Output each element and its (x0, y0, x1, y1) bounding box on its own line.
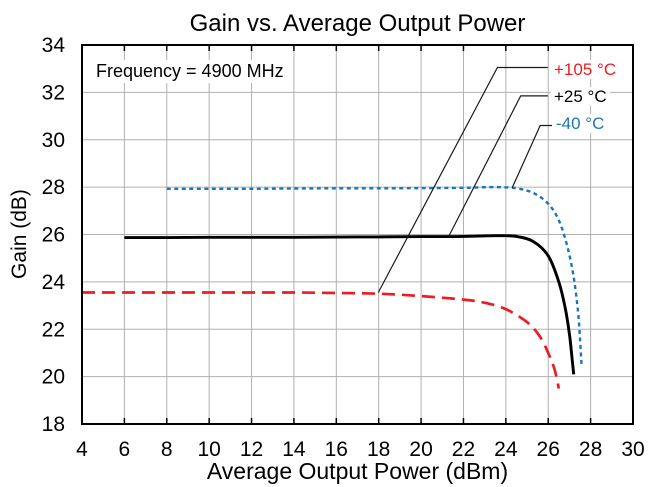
series-line-40C (166, 185, 583, 365)
svg-text:26: 26 (42, 224, 65, 247)
svg-text:34: 34 (42, 34, 66, 57)
svg-text:4: 4 (76, 438, 88, 461)
legend-callout-lines (377, 66, 552, 293)
frequency-annotation: Frequency = 4900 MHz (93, 60, 287, 83)
svg-text:12: 12 (240, 438, 263, 461)
y-tick-labels: 18 20 22 24 26 28 30 32 34 (42, 34, 66, 436)
svg-text:20: 20 (42, 366, 65, 389)
svg-text:6: 6 (119, 438, 131, 461)
svg-text:20: 20 (409, 438, 432, 461)
svg-text:24: 24 (494, 438, 518, 461)
svg-text:22: 22 (452, 438, 475, 461)
svg-text:14: 14 (282, 438, 306, 461)
chart-title: Gain vs. Average Output Power (189, 10, 526, 37)
svg-text:26: 26 (537, 438, 560, 461)
y-axis-title: Gain (dB) (8, 189, 31, 279)
svg-text:28: 28 (579, 438, 602, 461)
svg-text:16: 16 (325, 438, 348, 461)
series-line-105C (82, 291, 561, 389)
svg-text:32: 32 (42, 81, 65, 104)
svg-text:30: 30 (42, 129, 65, 152)
svg-text:22: 22 (42, 318, 65, 341)
legend-label-plus105c: +105 °C (551, 60, 620, 79)
svg-text:30: 30 (621, 438, 644, 461)
svg-text:24: 24 (42, 271, 66, 294)
legend-label-plus25c: +25 °C (551, 87, 610, 106)
svg-text:18: 18 (367, 438, 390, 461)
svg-text:28: 28 (42, 176, 65, 199)
x-tick-labels: 4 6 8 10 12 14 16 18 20 22 24 26 28 30 (76, 438, 645, 461)
svg-text:8: 8 (161, 438, 173, 461)
x-axis-title: Average Output Power (dBm) (206, 458, 509, 484)
svg-text:18: 18 (42, 413, 65, 436)
plot-border (81, 44, 634, 425)
svg-text:10: 10 (197, 438, 220, 461)
legend-label-minus40c: -40 °C (553, 114, 608, 133)
series-line-25C (124, 234, 576, 375)
